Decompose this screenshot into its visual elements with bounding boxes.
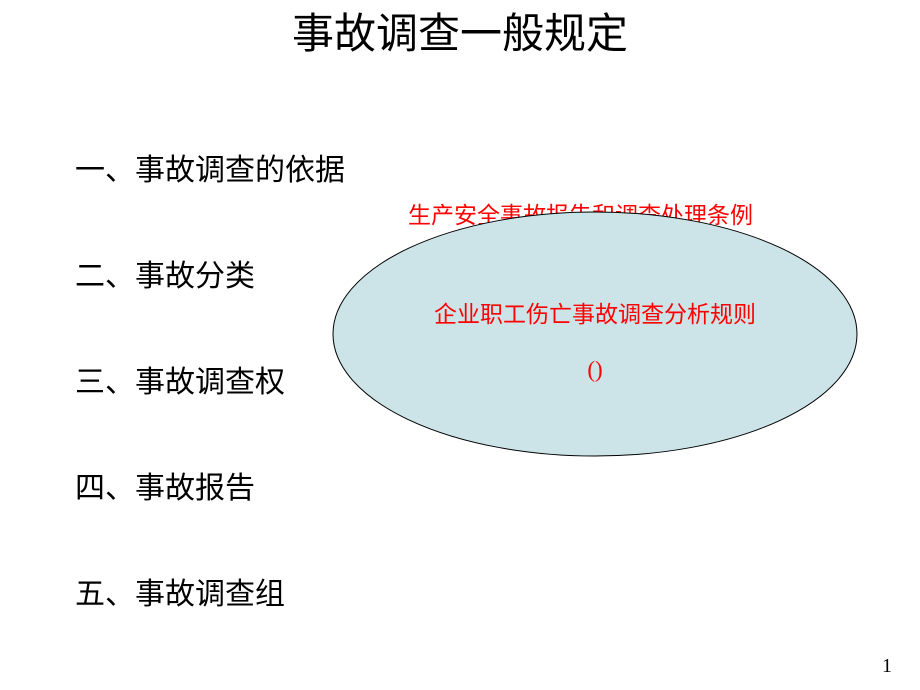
ellipse-line1: 企业职工伤亡事故调查分析规则 <box>434 295 756 329</box>
page-title: 事故调查一般规定 <box>0 0 920 61</box>
list-item: 一、事故调查的依据 <box>75 145 345 189</box>
list-item: 四、事故报告 <box>75 463 345 507</box>
outline-list: 一、事故调查的依据 二、事故分类 三、事故调查权 四、事故报告 五、事故调查组 <box>75 145 345 675</box>
ellipse-text: 企业职工伤亡事故调查分析规则 () <box>330 210 860 458</box>
list-item: 五、事故调查组 <box>75 569 345 613</box>
page-number: 1 <box>882 655 892 678</box>
list-item: 三、事故调查权 <box>75 357 345 401</box>
ellipse-line2: () <box>587 357 602 383</box>
ellipse-callout: 企业职工伤亡事故调查分析规则 () <box>330 210 860 458</box>
list-item: 二、事故分类 <box>75 251 345 295</box>
